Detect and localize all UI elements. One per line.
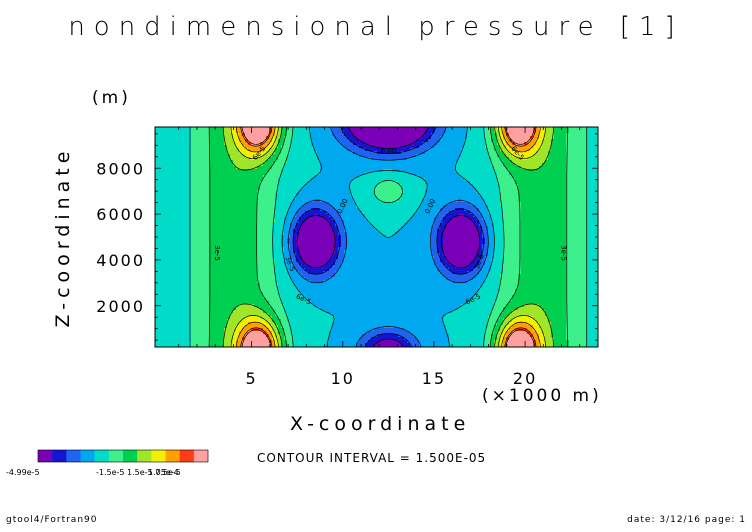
x-axis-label: X-coordinate bbox=[290, 413, 471, 435]
colorbar-swatch bbox=[123, 450, 138, 462]
contour-interval-note: CONTOUR INTERVAL = 1.500E-05 bbox=[257, 451, 487, 465]
contour-fill bbox=[155, 127, 598, 347]
colorbar-frame bbox=[37, 449, 209, 463]
colorbar-max-label: 1.05e-4 bbox=[148, 468, 179, 477]
y-tick-label: 8000 bbox=[96, 159, 145, 178]
footer-left: gtool4/Fortran90 bbox=[6, 515, 98, 525]
chart-title: nondimensional pressure [1] bbox=[68, 12, 684, 42]
footer-right: date: 3/12/16 page: 1 bbox=[627, 515, 746, 525]
contour-label: 3e-5 bbox=[213, 245, 221, 261]
colorbar-min-label: -4.99e-5 bbox=[6, 468, 40, 477]
colorbar-swatch bbox=[94, 450, 110, 462]
colorbar-swatch bbox=[193, 450, 209, 462]
x-tick-label: 10 bbox=[331, 369, 355, 388]
colorbar-swatch bbox=[38, 450, 53, 462]
colorbar-mid-label: -1.5e-5 1.5e-5 7.5e-5 bbox=[96, 468, 181, 477]
colorbar-swatch bbox=[52, 450, 67, 462]
y-tick-label: 4000 bbox=[96, 251, 145, 270]
x-tick-label: 5 bbox=[246, 369, 258, 388]
colorbar-swatch bbox=[108, 450, 124, 462]
colorbar bbox=[37, 449, 209, 463]
contour-line bbox=[240, 127, 537, 347]
x-axis-unit: (×1000 m) bbox=[482, 386, 602, 406]
contour-lines bbox=[189, 127, 588, 347]
colorbar-swatch bbox=[151, 450, 166, 462]
contour-line bbox=[189, 127, 588, 347]
contour-label: 3e-5 bbox=[560, 245, 568, 261]
colorbar-swatch bbox=[66, 450, 81, 462]
y-tick-label: 2000 bbox=[96, 297, 145, 316]
contour-line bbox=[296, 127, 480, 347]
contour-line bbox=[235, 127, 541, 347]
y-axis-unit: (m) bbox=[92, 88, 131, 108]
colorbar-swatch bbox=[137, 450, 152, 462]
axes: 5 10 15 20 2000 4000 6000 8000 bbox=[96, 127, 598, 388]
contour-label: 0.00 bbox=[381, 147, 397, 155]
colorbar-swatch bbox=[179, 450, 195, 462]
colorbar-swatch bbox=[80, 450, 95, 462]
contour-line bbox=[287, 127, 489, 347]
x-tick-label: 15 bbox=[422, 369, 446, 388]
contour-line bbox=[281, 127, 495, 347]
contour-line bbox=[208, 127, 568, 347]
contour-line bbox=[222, 127, 554, 347]
y-tick-label: 6000 bbox=[96, 205, 145, 224]
contour-line bbox=[230, 127, 547, 347]
colorbar-swatch bbox=[165, 450, 180, 462]
x-tick-label: 20 bbox=[513, 369, 537, 388]
